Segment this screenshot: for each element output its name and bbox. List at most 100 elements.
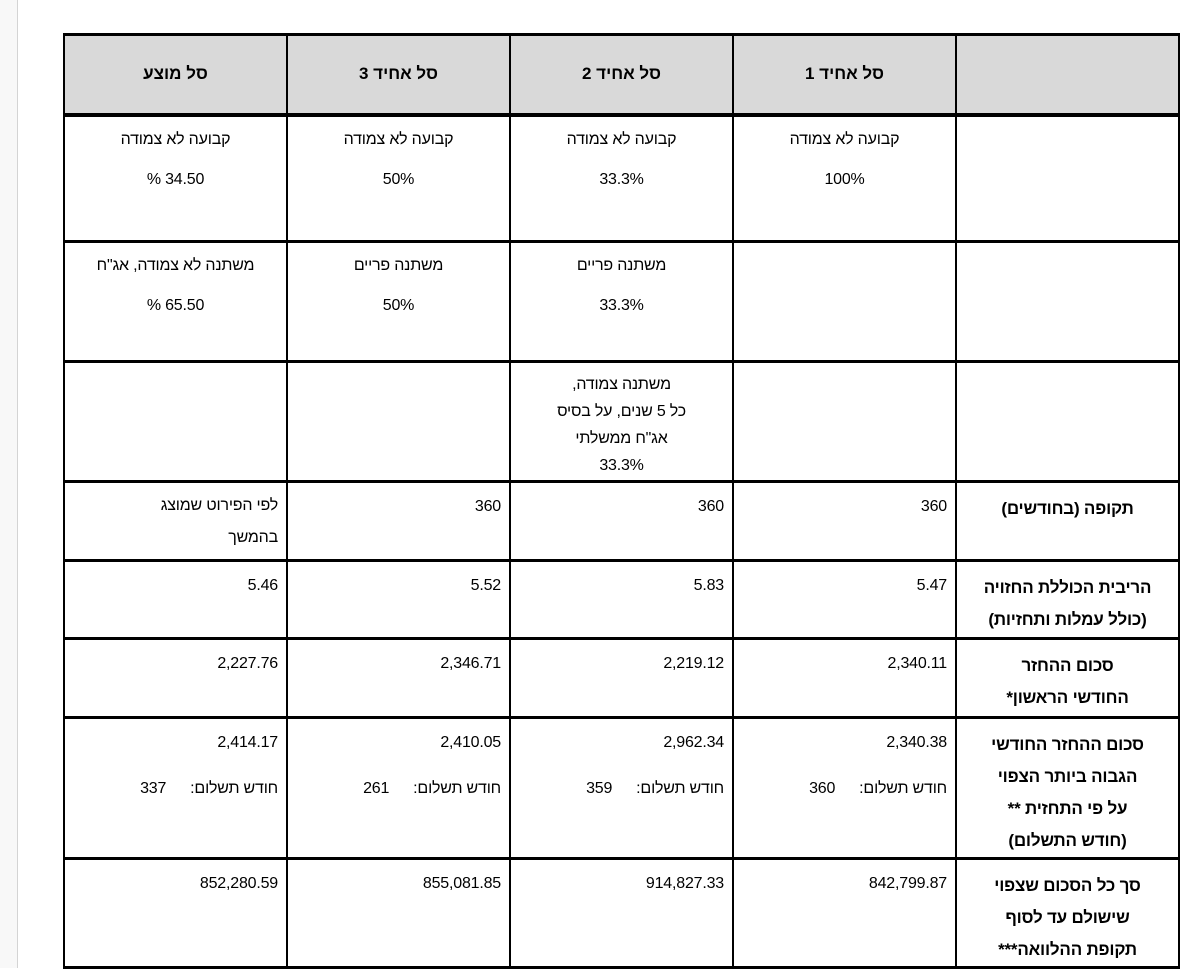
label-period: תקופה (בחודשים)	[956, 482, 1179, 561]
track-percent: 33.3%	[512, 295, 731, 316]
highest-amount: 2,410.05	[296, 732, 501, 753]
payment-month-line: חודש תשלום: 360	[742, 778, 947, 799]
row-composition-fixed: קבועה לא צמודה 100% קבועה לא צמודה 33.3%…	[64, 115, 1179, 242]
cell-interest-basket-3: 5.52	[287, 561, 510, 639]
header-row: סל אחיד 1 סל אחיד 2 סל אחיד 3 סל מוצע	[64, 35, 1179, 115]
payment-month-line: חודש תשלום: 337	[73, 778, 278, 799]
highest-amount: 2,340.38	[742, 732, 947, 753]
highest-amount: 2,414.17	[73, 732, 278, 753]
row-period: תקופה (בחודשים) 360 360 360 לפי הפירוט ש…	[64, 482, 1179, 561]
label-interest: הריבית הכוללת החזויה (כולל עמלות ותחזיות…	[956, 561, 1179, 639]
cell-period-basket-2: 360	[510, 482, 733, 561]
cell-first-payment-proposed: 2,227.76	[64, 639, 287, 718]
cell-period-basket-3: 360	[287, 482, 510, 561]
cell-highest-payment-basket-3: 2,410.05 חודש תשלום:261	[287, 718, 510, 859]
track-name: קבועה לא צמודה	[735, 129, 954, 150]
label-line: (כולל עמלות ותחזיות)	[963, 604, 1172, 636]
label-line: שישולם עד לסוף	[963, 902, 1172, 934]
cell-variable-proposed: משתנה לא צמודה, אג"ח 65.50 %	[64, 242, 287, 362]
highest-amount: 2,962.34	[519, 732, 724, 753]
payment-month-line: חודש תשלום: 359	[519, 778, 724, 799]
period-detail-line: בהמשך	[73, 522, 278, 554]
label-line: הגבוה ביותר הצפוי	[963, 761, 1172, 793]
payment-month-label: חודש תשלום:	[413, 780, 501, 797]
page-gutter	[0, 0, 18, 968]
track-name-line: משתנה צמודה,	[512, 371, 731, 398]
label-line: (חודש התשלום)	[963, 825, 1172, 857]
cell-indexed-proposed	[64, 362, 287, 482]
label-composition-indexed	[956, 362, 1179, 482]
label-total-amount: סך כל הסכום שצפוי שישולם עד לסוף תקופת ה…	[956, 859, 1179, 968]
loan-baskets-comparison-table: סל אחיד 1 סל אחיד 2 סל אחיד 3 סל מוצע קב…	[63, 33, 1180, 969]
cell-total-basket-2: 914,827.33	[510, 859, 733, 968]
payment-month-value: 359	[586, 780, 612, 797]
cell-highest-payment-basket-2: 2,962.34 חודש תשלום: 359	[510, 718, 733, 859]
cell-variable-basket-1	[733, 242, 956, 362]
payment-month-label: חודש תשלום:	[859, 780, 947, 797]
label-line: הריבית הכוללת החזויה	[963, 572, 1172, 604]
cell-first-payment-basket-1: 2,340.11	[733, 639, 956, 718]
row-interest: הריבית הכוללת החזויה (כולל עמלות ותחזיות…	[64, 561, 1179, 639]
track-percent: 100%	[735, 169, 954, 190]
payment-month-value: 337	[140, 780, 166, 797]
header-basket-1: סל אחיד 1	[733, 35, 956, 115]
payment-month-label: חודש תשלום:	[190, 780, 278, 797]
track-name: קבועה לא צמודה	[66, 129, 285, 150]
header-basket-3: סל אחיד 3	[287, 35, 510, 115]
cell-first-payment-basket-3: 2,346.71	[287, 639, 510, 718]
cell-interest-basket-1: 5.47	[733, 561, 956, 639]
cell-total-basket-1: 842,799.87	[733, 859, 956, 968]
label-line: סכום ההחזר החודשי	[963, 729, 1172, 761]
cell-first-payment-basket-2: 2,219.12	[510, 639, 733, 718]
cell-total-basket-3: 855,081.85	[287, 859, 510, 968]
track-percent: 50%	[289, 295, 508, 316]
label-line: על פי התחזית **	[963, 793, 1172, 825]
track-percent: 33.3%	[512, 452, 731, 479]
header-proposed-basket: סל מוצע	[64, 35, 287, 115]
period-detail-line: לפי הפירוט שמוצג	[73, 490, 278, 522]
track-name: קבועה לא צמודה	[289, 129, 508, 150]
cell-indexed-basket-3	[287, 362, 510, 482]
payment-month-value: 360	[809, 780, 835, 797]
cell-total-proposed: 852,280.59	[64, 859, 287, 968]
cell-interest-basket-2: 5.83	[510, 561, 733, 639]
row-first-payment: סכום ההחזר החודשי הראשון* 2,340.11 2,219…	[64, 639, 1179, 718]
cell-variable-basket-2: משתנה פריים 33.3%	[510, 242, 733, 362]
payment-month-line: חודש תשלום:261	[296, 778, 501, 799]
cell-fixed-basket-1: קבועה לא צמודה 100%	[733, 115, 956, 242]
cell-variable-basket-3: משתנה פריים 50%	[287, 242, 510, 362]
track-percent: 65.50 %	[66, 295, 285, 316]
cell-period-proposed: לפי הפירוט שמוצג בהמשך	[64, 482, 287, 561]
cell-highest-payment-basket-1: 2,340.38 חודש תשלום: 360	[733, 718, 956, 859]
cell-fixed-basket-3: קבועה לא צמודה 50%	[287, 115, 510, 242]
track-name: משתנה פריים	[289, 255, 508, 276]
row-total-amount: סך כל הסכום שצפוי שישולם עד לסוף תקופת ה…	[64, 859, 1179, 968]
label-composition-variable	[956, 242, 1179, 362]
label-line: החודשי הראשון*	[963, 682, 1172, 714]
cell-highest-payment-proposed: 2,414.17 חודש תשלום: 337	[64, 718, 287, 859]
track-percent: 33.3%	[512, 169, 731, 190]
track-percent: 50%	[289, 169, 508, 190]
row-highest-payment: סכום ההחזר החודשי הגבוה ביותר הצפוי על פ…	[64, 718, 1179, 859]
cell-interest-proposed: 5.46	[64, 561, 287, 639]
track-name-line: אג"ח ממשלתי	[512, 425, 731, 452]
label-composition-fixed	[956, 115, 1179, 242]
label-line: סכום ההחזר	[963, 650, 1172, 682]
row-composition-variable: משתנה פריים 33.3% משתנה פריים 50% משתנה …	[64, 242, 1179, 362]
label-first-payment: סכום ההחזר החודשי הראשון*	[956, 639, 1179, 718]
track-name-line: כל 5 שנים, על בסיס	[512, 398, 731, 425]
cell-indexed-basket-1	[733, 362, 956, 482]
track-name: משתנה פריים	[512, 255, 731, 276]
payment-month-label: חודש תשלום:	[636, 780, 724, 797]
header-basket-2: סל אחיד 2	[510, 35, 733, 115]
label-line: סך כל הסכום שצפוי	[963, 870, 1172, 902]
cell-fixed-basket-2: קבועה לא צמודה 33.3%	[510, 115, 733, 242]
label-line: תקופת ההלוואה***	[963, 934, 1172, 966]
header-empty	[956, 35, 1179, 115]
cell-period-basket-1: 360	[733, 482, 956, 561]
cell-fixed-proposed: קבועה לא צמודה 34.50 %	[64, 115, 287, 242]
track-name: משתנה לא צמודה, אג"ח	[66, 255, 285, 276]
row-composition-indexed: משתנה צמודה, כל 5 שנים, על בסיס אג"ח ממש…	[64, 362, 1179, 482]
track-percent: 34.50 %	[66, 169, 285, 190]
cell-indexed-basket-2: משתנה צמודה, כל 5 שנים, על בסיס אג"ח ממש…	[510, 362, 733, 482]
